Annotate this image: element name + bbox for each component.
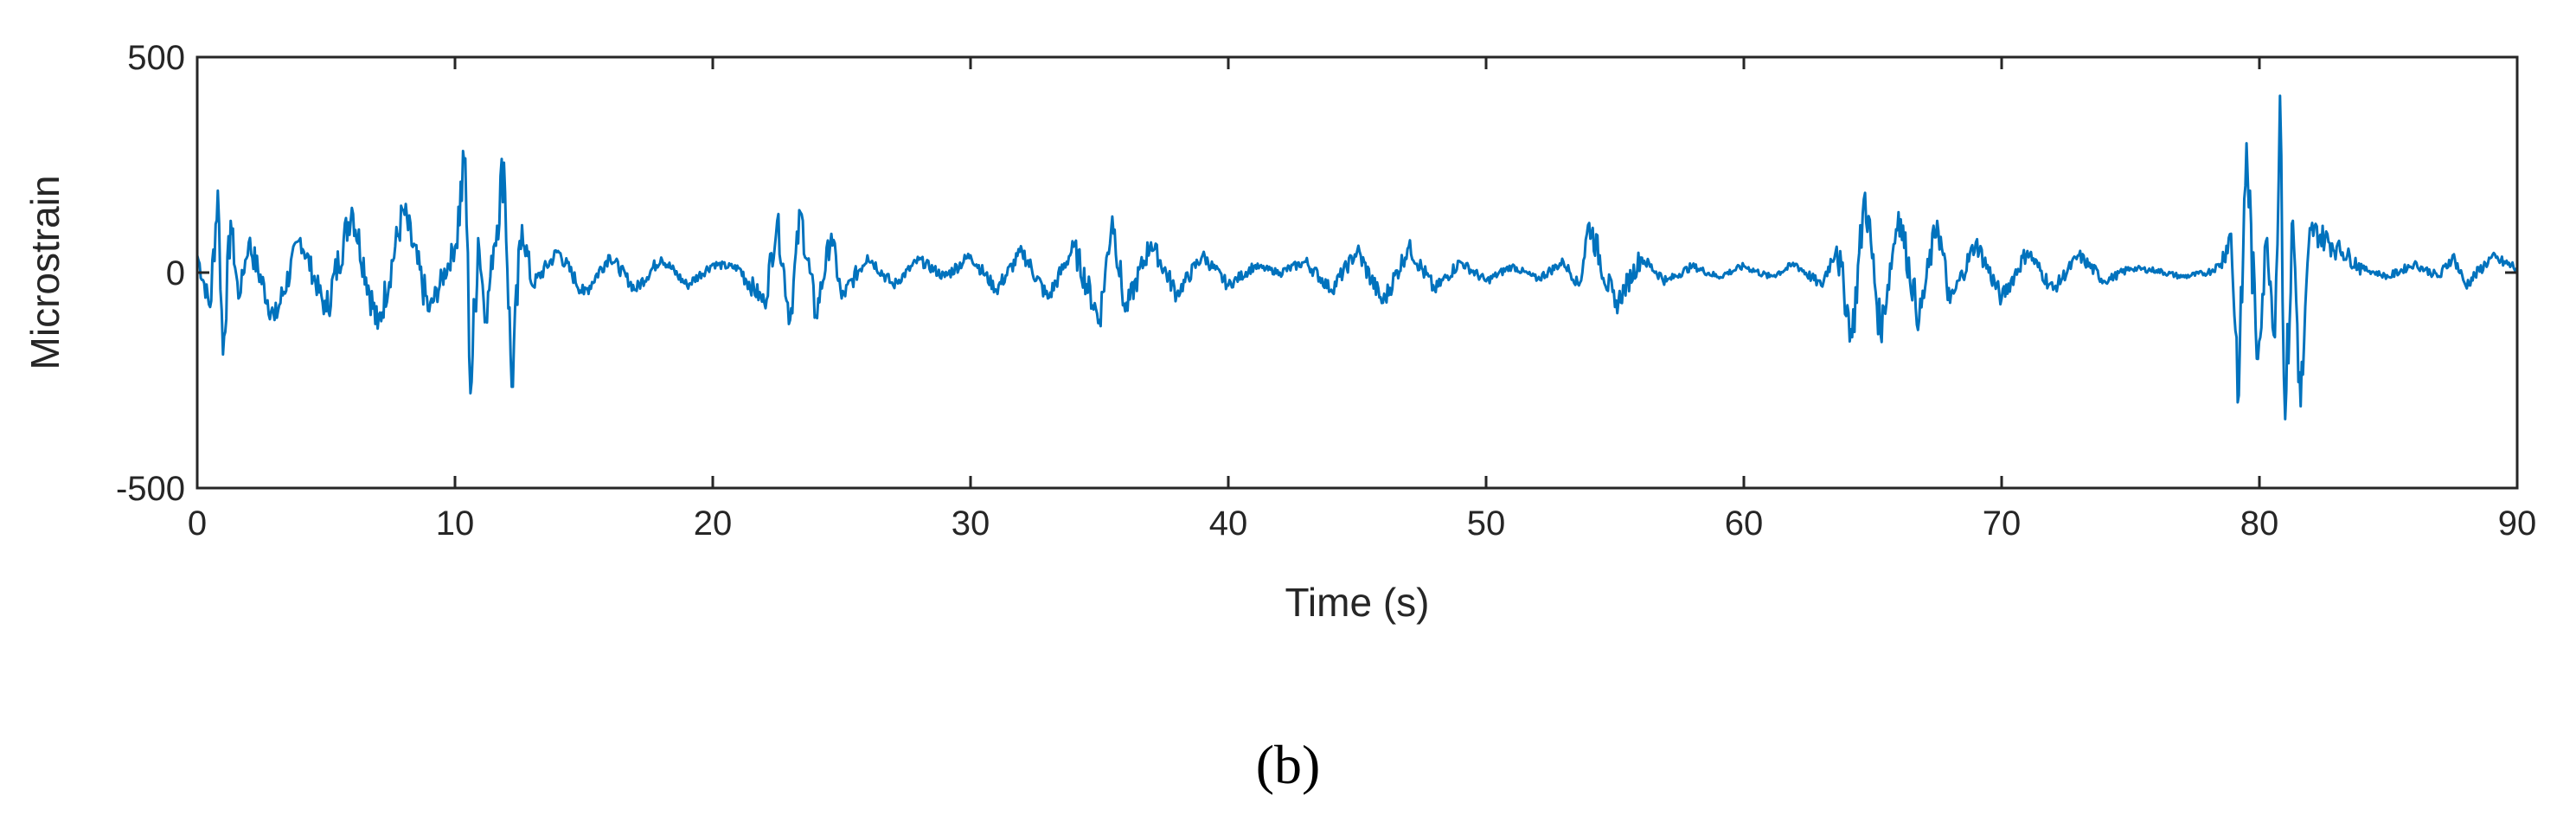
x-tick-label: 90 [2498,504,2537,543]
y-tick-label: 0 [166,254,185,292]
x-tick-label: 50 [1467,504,1506,543]
x-tick-label: 40 [1209,504,1248,543]
y-tick-label: -500 [116,470,185,508]
x-tick-label: 70 [1983,504,2022,543]
y-axis-label: Microstrain [22,176,67,370]
series-layer [195,94,2518,421]
x-tick-label: 0 [188,504,207,543]
x-axis-label: Time (s) [1285,580,1430,625]
x-tick-label: 30 [952,504,990,543]
panel-label: (b) [1256,734,1321,795]
series-line-0 [195,94,2518,421]
y-tick-label: 500 [127,39,185,77]
x-tick-label: 20 [694,504,733,543]
x-tick-label: 60 [1725,504,1764,543]
y-axis: -500 0 500 [116,39,2517,508]
x-tick-label: 80 [2240,504,2279,543]
x-axis: 0 10 20 30 40 50 60 70 80 90 [188,57,2536,543]
x-tick-label: 10 [436,504,475,543]
